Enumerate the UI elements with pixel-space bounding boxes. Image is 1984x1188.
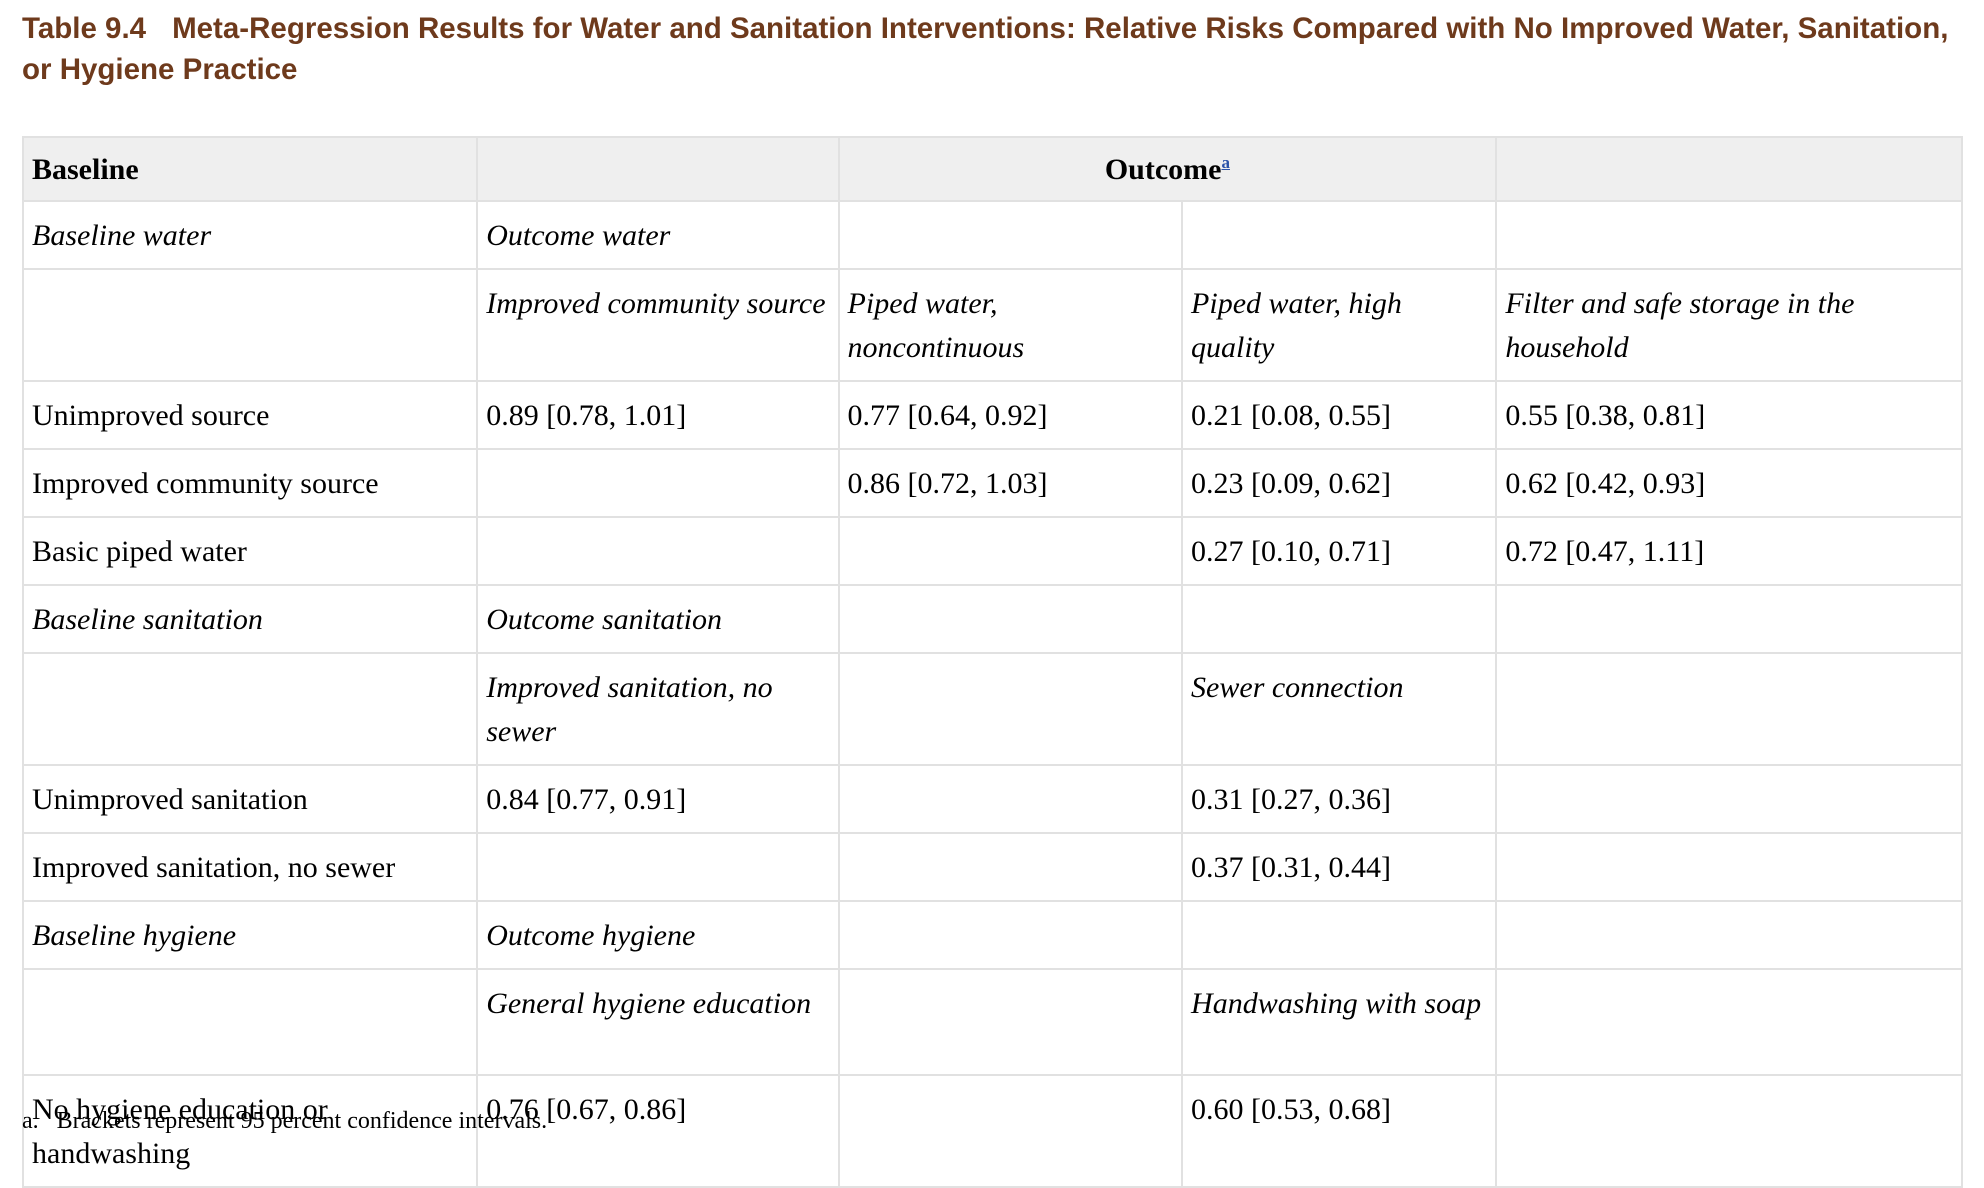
table-cell bbox=[1495, 200, 1963, 270]
footnote: a. Brackets represent 95 percent confiden… bbox=[22, 1108, 547, 1134]
header-empty-1 bbox=[476, 136, 840, 202]
table-cell: Outcome hygiene bbox=[476, 900, 840, 970]
table-cell: General hygiene education bbox=[476, 968, 840, 1076]
footnote-link[interactable]: a bbox=[1221, 153, 1230, 172]
table-cell: Piped water, high quality bbox=[1181, 268, 1498, 382]
table-cell bbox=[837, 900, 1184, 970]
footnote-link-a[interactable]: a bbox=[1221, 153, 1230, 172]
table-row: Improved sanitation, no sewer 0.37 [0.31,… bbox=[21, 832, 1963, 902]
table-cell: 0.62 [0.42, 0.93] bbox=[1495, 448, 1963, 518]
table-row: General hygiene education Handwashing wit… bbox=[21, 968, 1963, 1076]
table-cell: 0.77 [0.64, 0.92] bbox=[837, 380, 1184, 450]
table-row: Basic piped water 0.27 [0.10, 0.71] 0.72 [… bbox=[21, 516, 1963, 586]
table-cell: Outcome water bbox=[476, 200, 840, 270]
table-cell: 0.37 [0.31, 0.44] bbox=[1181, 832, 1498, 902]
table-row: Baseline hygiene Outcome hygiene bbox=[21, 900, 1963, 970]
table-cell: Unimproved sanitation bbox=[21, 764, 479, 834]
table-cell bbox=[1181, 900, 1498, 970]
table-cell bbox=[1181, 584, 1498, 654]
table-cell bbox=[837, 516, 1184, 586]
footnote-mark: a. bbox=[22, 1108, 39, 1134]
table-cell bbox=[1495, 1074, 1963, 1188]
table-cell bbox=[476, 516, 840, 586]
table-cell: Handwashing with soap bbox=[1181, 968, 1498, 1076]
header-baseline: Baseline bbox=[21, 136, 479, 202]
table-number: Table 9.4 bbox=[22, 12, 147, 45]
table-cell bbox=[1495, 900, 1963, 970]
table-cell bbox=[837, 832, 1184, 902]
table-row: Baseline water Outcome water bbox=[21, 200, 1963, 270]
table-cell bbox=[476, 832, 840, 902]
page: Table 9.4 Meta-Regression Results for Wat… bbox=[21, 8, 1972, 1188]
table-cell bbox=[21, 268, 479, 382]
footnote-text: Brackets represent 95 percent confidence… bbox=[56, 1108, 548, 1134]
table-cell bbox=[21, 652, 479, 766]
table-title: Table 9.4 Meta-Regression Results for Wat… bbox=[22, 8, 1972, 90]
table-cell: Unimproved source bbox=[21, 380, 479, 450]
table-cell: 0.21 [0.08, 0.55] bbox=[1181, 380, 1498, 450]
table-cell: Filter and safe storage in the household bbox=[1495, 268, 1963, 382]
table-cell bbox=[1495, 764, 1963, 834]
table-cell: Sewer connection bbox=[1181, 652, 1498, 766]
results-table: Baseline Outcomea Baseline water Outcome … bbox=[21, 136, 1963, 1188]
table-cell: 0.27 [0.10, 0.71] bbox=[1181, 516, 1498, 586]
header-row: Baseline Outcomea bbox=[21, 136, 1963, 202]
table-cell: 0.86 [0.72, 1.03] bbox=[837, 448, 1184, 518]
table-row: Unimproved source 0.89 [0.78, 1.01] 0.77 [… bbox=[21, 380, 1963, 450]
table-row: Unimproved sanitation 0.84 [0.77, 0.91] 0.… bbox=[21, 764, 1963, 834]
table-cell bbox=[837, 764, 1184, 834]
table-row: Baseline sanitation Outcome sanitation bbox=[21, 584, 1963, 654]
table-row: Improved sanitation, no sewer Sewer conne… bbox=[21, 652, 1963, 766]
table-cell: 0.72 [0.47, 1.11] bbox=[1495, 516, 1963, 586]
table-caption: Meta-Regression Results for Water and Sa… bbox=[22, 12, 1949, 86]
header-outcome: Outcomea bbox=[837, 136, 1498, 202]
table-cell bbox=[1495, 832, 1963, 902]
table-cell bbox=[837, 652, 1184, 766]
table-cell: 0.84 [0.77, 0.91] bbox=[476, 764, 840, 834]
table-cell: 0.60 [0.53, 0.68] bbox=[1181, 1074, 1498, 1188]
table-row: Improved community source 0.86 [0.72, 1.0… bbox=[21, 448, 1963, 518]
table-cell: Improved community source bbox=[476, 268, 840, 382]
table-cell bbox=[1495, 968, 1963, 1076]
table-cell: 0.55 [0.38, 0.81] bbox=[1495, 380, 1963, 450]
table-cell bbox=[1181, 200, 1498, 270]
table-cell bbox=[1495, 652, 1963, 766]
header-outcome-label: Outcome bbox=[1104, 153, 1222, 186]
table-cell bbox=[21, 968, 479, 1076]
table-row: Improved community source Piped water, no… bbox=[21, 268, 1963, 382]
table-cell: Baseline hygiene bbox=[21, 900, 479, 970]
table-cell: Piped water, noncontinuous bbox=[837, 268, 1184, 382]
table-cell: Improved community source bbox=[21, 448, 479, 518]
table-cell: 0.23 [0.09, 0.62] bbox=[1181, 448, 1498, 518]
table-cell: Improved sanitation, no sewer bbox=[21, 832, 479, 902]
table-cell: Baseline sanitation bbox=[21, 584, 479, 654]
table-cell bbox=[476, 448, 840, 518]
table-cell: 0.89 [0.78, 1.01] bbox=[476, 380, 840, 450]
table-cell: 0.31 [0.27, 0.36] bbox=[1181, 764, 1498, 834]
table-body: Baseline water Outcome water Improved comm… bbox=[21, 200, 1963, 1188]
table-cell: Basic piped water bbox=[21, 516, 479, 586]
table-cell: Baseline water bbox=[21, 200, 479, 270]
table-cell bbox=[837, 200, 1184, 270]
table-cell: Improved sanitation, no sewer bbox=[476, 652, 840, 766]
table-cell: Outcome sanitation bbox=[476, 584, 840, 654]
table-cell bbox=[837, 968, 1184, 1076]
table-cell bbox=[837, 584, 1184, 654]
table-cell bbox=[837, 1074, 1184, 1188]
header-empty-2 bbox=[1495, 136, 1963, 202]
table-cell bbox=[1495, 584, 1963, 654]
